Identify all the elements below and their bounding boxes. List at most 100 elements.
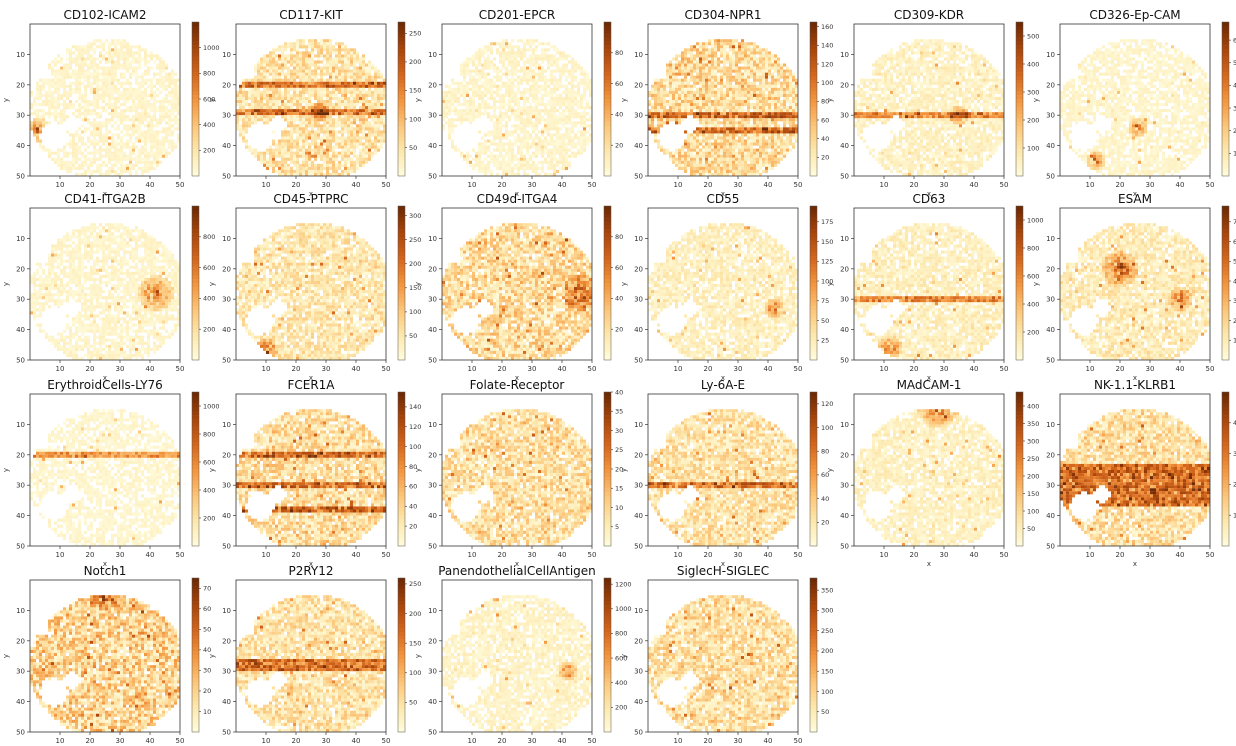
heatmap-cell bbox=[296, 51, 300, 55]
heatmap-cell bbox=[526, 136, 530, 140]
heatmap-cell bbox=[505, 69, 509, 73]
heatmap-cell bbox=[129, 157, 133, 161]
heatmap-cell bbox=[129, 90, 133, 94]
heatmap-cell bbox=[57, 60, 61, 64]
heatmap-cell bbox=[302, 60, 306, 64]
heatmap-cell bbox=[275, 109, 279, 113]
heatmap-cell bbox=[141, 118, 145, 122]
heatmap-cell bbox=[36, 84, 40, 88]
heatmap-cell bbox=[499, 93, 503, 98]
heatmap-cell bbox=[144, 81, 148, 85]
heatmap-cell bbox=[30, 127, 34, 131]
heatmap-cell bbox=[323, 42, 327, 46]
heatmap-cell bbox=[469, 69, 473, 73]
heatmap-cell bbox=[72, 163, 76, 167]
heatmap-cell bbox=[371, 145, 375, 149]
heatmap-cell bbox=[51, 112, 55, 116]
heatmap-cell bbox=[242, 93, 246, 98]
heatmap-cell bbox=[69, 151, 73, 155]
heatmap-cell bbox=[305, 109, 309, 113]
heatmap-cell bbox=[308, 106, 312, 110]
heatmap-cell bbox=[78, 145, 82, 149]
heatmap-cell bbox=[150, 54, 154, 58]
heatmap-cell bbox=[153, 118, 157, 122]
heatmap-cell bbox=[242, 115, 246, 119]
heatmap-cell bbox=[117, 112, 121, 116]
heatmap-cell bbox=[729, 69, 733, 73]
heatmap-cell bbox=[308, 118, 312, 122]
heatmap-cell bbox=[556, 121, 560, 125]
colorbar-segment bbox=[398, 114, 405, 119]
heatmap-cell bbox=[478, 163, 482, 167]
heatmap-cell bbox=[308, 78, 312, 82]
heatmap-cell bbox=[278, 48, 282, 52]
heatmap-cell bbox=[332, 48, 336, 52]
heatmap-cell bbox=[165, 84, 169, 88]
heatmap-cell bbox=[362, 81, 366, 85]
heatmap-cell bbox=[499, 148, 503, 152]
heatmap-cell bbox=[96, 151, 100, 155]
heatmap-cell bbox=[720, 60, 724, 64]
heatmap-cell bbox=[589, 133, 593, 137]
heatmap-cell bbox=[535, 163, 539, 167]
heatmap-cell bbox=[580, 118, 584, 122]
heatmap-cell bbox=[374, 118, 378, 122]
heatmap-cell bbox=[314, 48, 318, 52]
heatmap-cell bbox=[747, 66, 751, 70]
heatmap-cell bbox=[493, 133, 497, 137]
heatmap-cell bbox=[505, 127, 509, 131]
heatmap-cell bbox=[541, 87, 545, 91]
heatmap-cell bbox=[93, 39, 97, 43]
heatmap-cell bbox=[747, 54, 751, 58]
heatmap-cell bbox=[269, 154, 273, 158]
heatmap-cell bbox=[532, 160, 536, 164]
heatmap-cell bbox=[556, 109, 560, 113]
heatmap-cell bbox=[505, 54, 509, 58]
heatmap-cell bbox=[320, 78, 324, 82]
heatmap-cell bbox=[714, 78, 718, 82]
heatmap-cell bbox=[332, 96, 336, 101]
heatmap-cell bbox=[547, 121, 551, 125]
heatmap-cell bbox=[296, 154, 300, 158]
heatmap-cell bbox=[556, 51, 560, 55]
heatmap-cell bbox=[565, 78, 569, 82]
heatmap-cell bbox=[544, 51, 548, 55]
heatmap-cell bbox=[332, 51, 336, 55]
heatmap-cell bbox=[159, 103, 163, 107]
heatmap-cell bbox=[129, 160, 133, 164]
heatmap-cell bbox=[114, 145, 118, 149]
heatmap-cell bbox=[478, 160, 482, 164]
heatmap-cell bbox=[272, 112, 276, 116]
heatmap-cell bbox=[341, 139, 345, 143]
heatmap-cell bbox=[771, 75, 775, 79]
heatmap-cell bbox=[362, 66, 366, 70]
heatmap-cell bbox=[544, 81, 548, 85]
heatmap-cell bbox=[532, 124, 536, 128]
heatmap-cell bbox=[574, 100, 578, 104]
heatmap-cell bbox=[454, 112, 458, 116]
heatmap-cell bbox=[520, 69, 524, 73]
heatmap-cell bbox=[284, 84, 288, 88]
heatmap-cell bbox=[144, 139, 148, 143]
heatmap-cell bbox=[362, 160, 366, 164]
heatmap-cell bbox=[132, 66, 136, 70]
heatmap-cell bbox=[350, 139, 354, 143]
heatmap-cell bbox=[84, 163, 88, 167]
heatmap-cell bbox=[478, 96, 482, 101]
heatmap-cell bbox=[442, 109, 446, 113]
heatmap-cell bbox=[777, 57, 781, 61]
heatmap-cell bbox=[165, 151, 169, 155]
heatmap-cell bbox=[266, 81, 270, 85]
heatmap-cell bbox=[466, 57, 470, 61]
heatmap-cell bbox=[669, 60, 673, 64]
heatmap-cell bbox=[490, 60, 494, 64]
heatmap-cell bbox=[317, 121, 321, 125]
colorbar-segment bbox=[192, 56, 199, 61]
heatmap-cell bbox=[484, 133, 488, 137]
heatmap-cell bbox=[278, 160, 282, 164]
heatmap-cell bbox=[326, 39, 330, 43]
heatmap-cell bbox=[320, 136, 324, 140]
heatmap-cell bbox=[272, 87, 276, 91]
heatmap-cell bbox=[326, 127, 330, 131]
heatmap-cell bbox=[147, 151, 151, 155]
